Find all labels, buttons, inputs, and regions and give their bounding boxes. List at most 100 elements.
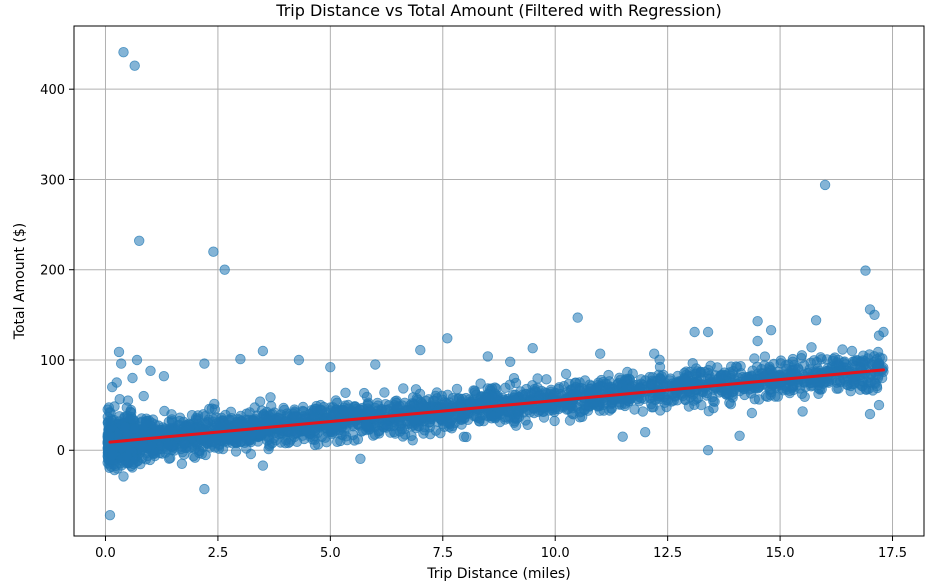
data-point — [268, 432, 280, 444]
data-point — [636, 374, 647, 385]
data-point — [118, 47, 129, 58]
data-point — [819, 179, 831, 191]
data-point — [442, 333, 453, 344]
data-point — [111, 377, 122, 388]
x-tick-label: 7.5 — [432, 546, 453, 561]
x-tick-label: 5.0 — [320, 546, 341, 561]
data-point — [407, 435, 418, 446]
axis-ticks: 0.0 2.5 5.0 7.5 10.0 12.5 15.0 17.5 0 100 200 300 40… — [40, 83, 907, 561]
data-point — [668, 395, 679, 406]
data-point — [846, 345, 858, 357]
data-point — [162, 440, 174, 451]
data-point — [565, 385, 576, 396]
data-point — [637, 406, 649, 417]
data-point — [219, 264, 230, 275]
data-point — [734, 430, 745, 442]
data-point — [332, 436, 343, 448]
data-point — [451, 383, 463, 395]
data-point — [649, 348, 660, 359]
data-point — [860, 265, 871, 276]
data-point — [331, 421, 342, 432]
data-point — [199, 483, 210, 495]
data-point — [510, 377, 522, 389]
data-point — [765, 325, 777, 336]
data-point — [362, 422, 374, 433]
data-point — [235, 353, 246, 365]
data-point — [340, 431, 352, 442]
x-tick-label: 17.5 — [878, 546, 907, 561]
data-point — [864, 408, 876, 420]
data-point — [208, 246, 219, 257]
data-point — [102, 404, 113, 415]
data-point — [230, 446, 242, 457]
data-point — [149, 447, 161, 459]
y-tick-label: 0 — [57, 444, 65, 459]
data-point — [306, 405, 317, 416]
data-point — [309, 439, 321, 451]
data-point — [365, 405, 377, 417]
data-point — [717, 369, 728, 380]
data-point — [818, 378, 829, 389]
data-point — [439, 397, 450, 408]
data-point — [558, 399, 570, 411]
data-point — [702, 445, 714, 456]
data-point — [129, 423, 140, 435]
data-point — [757, 368, 768, 380]
data-point — [193, 447, 205, 459]
data-point — [284, 436, 295, 448]
data-point — [705, 360, 716, 372]
data-point — [873, 399, 885, 411]
data-point — [472, 412, 483, 423]
grid-lines — [74, 26, 924, 536]
data-point — [549, 415, 560, 427]
data-point — [104, 510, 116, 521]
data-point — [683, 376, 694, 388]
data-point — [293, 354, 305, 366]
data-point — [572, 312, 583, 323]
data-point — [140, 454, 152, 465]
data-point — [255, 429, 266, 440]
x-tick-label: 15.0 — [766, 546, 795, 561]
data-point — [806, 342, 817, 353]
data-point — [192, 413, 204, 424]
data-point — [656, 374, 667, 385]
data-point — [752, 316, 763, 327]
data-point — [254, 396, 266, 407]
data-point — [759, 351, 771, 362]
data-point — [574, 407, 586, 418]
data-point — [246, 417, 258, 429]
data-point — [864, 349, 875, 360]
data-point — [213, 443, 225, 454]
data-point — [223, 431, 235, 442]
data-point — [257, 460, 269, 471]
data-point — [289, 428, 301, 440]
data-point — [725, 399, 737, 410]
data-point — [118, 471, 129, 482]
data-point — [119, 422, 131, 433]
data-point — [131, 354, 143, 366]
data-point — [178, 416, 189, 428]
data-point — [595, 348, 606, 359]
data-point — [765, 389, 776, 401]
data-point — [861, 384, 872, 395]
data-point — [612, 379, 623, 390]
data-point — [158, 371, 170, 382]
data-point — [129, 60, 140, 71]
data-point — [620, 398, 631, 409]
chart-title: Trip Distance vs Total Amount (Filtered … — [275, 1, 721, 20]
data-point — [833, 354, 844, 366]
x-tick-label: 2.5 — [208, 546, 229, 561]
data-point — [804, 364, 815, 375]
data-point — [522, 419, 533, 431]
data-point — [797, 406, 808, 417]
data-point — [415, 344, 426, 356]
data-point — [606, 403, 617, 414]
data-point — [815, 352, 826, 363]
plot-frame — [73, 25, 925, 537]
x-tick-label: 10.0 — [541, 546, 570, 561]
data-point — [370, 359, 381, 370]
data-point — [202, 417, 213, 428]
y-tick-label: 200 — [40, 264, 65, 279]
data-point — [585, 383, 597, 394]
